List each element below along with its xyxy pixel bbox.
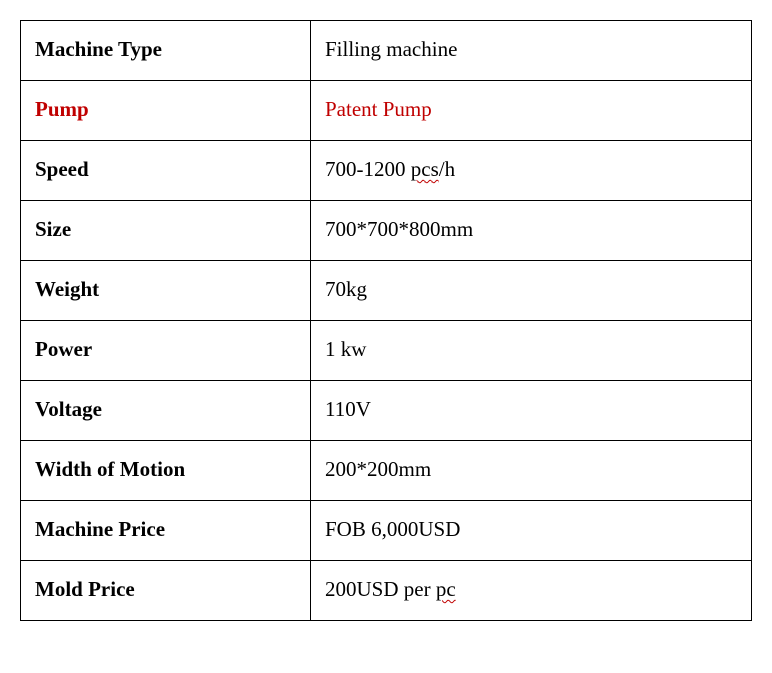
row-label: Machine Price — [21, 501, 311, 561]
table-row: Size 700*700*800mm — [21, 201, 752, 261]
row-label: Power — [21, 321, 311, 381]
spec-table-body: Machine Type Filling machine Pump Patent… — [21, 21, 752, 621]
row-label: Machine Type — [21, 21, 311, 81]
row-value: 200*200mm — [311, 441, 752, 501]
table-row: Machine Price FOB 6,000USD — [21, 501, 752, 561]
row-value: Filling machine — [311, 21, 752, 81]
table-row: Width of Motion 200*200mm — [21, 441, 752, 501]
row-label: Width of Motion — [21, 441, 311, 501]
row-value: 700*700*800mm — [311, 201, 752, 261]
row-value: Patent Pump — [311, 81, 752, 141]
table-row: Speed 700-1200 pcs/h — [21, 141, 752, 201]
row-value: 1 kw — [311, 321, 752, 381]
table-row: Power 1 kw — [21, 321, 752, 381]
wavy-text: pcs — [411, 157, 439, 181]
row-label: Weight — [21, 261, 311, 321]
row-value: FOB 6,000USD — [311, 501, 752, 561]
row-label: Speed — [21, 141, 311, 201]
row-label: Pump — [21, 81, 311, 141]
wavy-text: pc — [436, 577, 456, 601]
table-row: Weight 70kg — [21, 261, 752, 321]
table-row: Mold Price 200USD per pc — [21, 561, 752, 621]
spec-table: Machine Type Filling machine Pump Patent… — [20, 20, 752, 621]
row-value: 110V — [311, 381, 752, 441]
table-row: Voltage 110V — [21, 381, 752, 441]
row-value: 70kg — [311, 261, 752, 321]
row-label: Mold Price — [21, 561, 311, 621]
row-label: Size — [21, 201, 311, 261]
table-row: Pump Patent Pump — [21, 81, 752, 141]
row-value: 200USD per pc — [311, 561, 752, 621]
row-value-text: 700-1200 pcs/h — [325, 157, 455, 181]
row-label: Voltage — [21, 381, 311, 441]
table-row: Machine Type Filling machine — [21, 21, 752, 81]
row-value-text: 200USD per pc — [325, 577, 456, 601]
row-value: 700-1200 pcs/h — [311, 141, 752, 201]
